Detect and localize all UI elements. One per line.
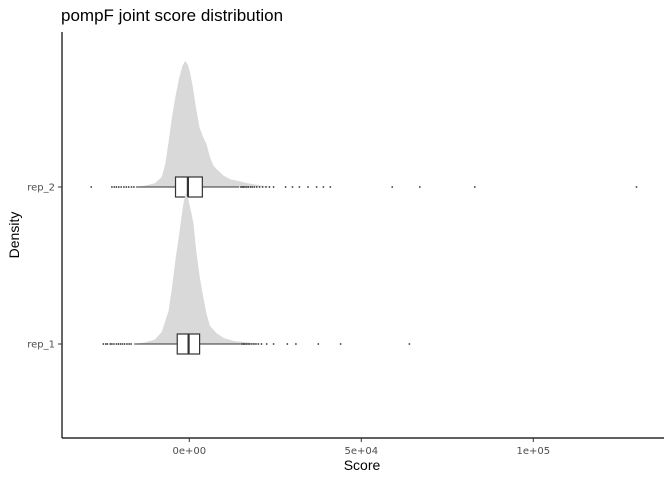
outlier-point	[245, 186, 248, 188]
outlier-point	[249, 186, 252, 188]
x-axis-ticks: 0e+00 5e+04 1e+05	[172, 438, 550, 457]
outlier-point	[127, 186, 130, 188]
outlier-point	[408, 343, 411, 345]
outlier-point	[120, 186, 123, 188]
outlier-point	[473, 186, 476, 188]
outlier-point	[117, 186, 120, 188]
outlier-point	[251, 186, 254, 188]
outlier-point	[247, 343, 250, 345]
outlier-point	[240, 186, 242, 188]
outlier-point	[123, 343, 126, 345]
x-tick-label: 0e+00	[172, 446, 206, 457]
outlier-point	[248, 343, 251, 345]
outlier-point	[307, 186, 309, 188]
outlier-point	[90, 186, 93, 188]
outlier-point	[126, 343, 128, 345]
outlier-point	[291, 186, 294, 188]
density-ridge	[134, 193, 262, 344]
y-tick-label: rep_2	[27, 183, 55, 194]
outlier-point	[255, 343, 257, 345]
outlier-point	[315, 186, 318, 188]
outlier-point	[418, 186, 421, 188]
y-axis-ticks: rep_1 rep_2	[27, 183, 62, 351]
outlier-point	[286, 343, 289, 345]
outlier-point	[104, 343, 107, 345]
outlier-point	[130, 186, 133, 188]
outlier-point	[253, 186, 256, 188]
outlier-point	[261, 186, 264, 188]
outlier-point	[115, 186, 118, 188]
plot-area	[90, 61, 638, 355]
outlier-point	[265, 343, 268, 345]
outlier-point	[133, 186, 135, 188]
outlier-point	[272, 186, 275, 188]
outlier-point	[109, 343, 112, 345]
outlier-point	[298, 186, 301, 188]
y-axis-title: Density	[6, 212, 22, 259]
outlier-point	[295, 343, 297, 345]
outlier-point	[243, 343, 246, 345]
outlier-point	[284, 186, 287, 188]
series-rep_1	[102, 193, 411, 355]
outlier-point	[265, 186, 267, 188]
outlier-point	[255, 186, 258, 188]
outlier-point	[106, 343, 109, 345]
y-tick-label: rep_1	[27, 340, 55, 351]
outlier-point	[117, 343, 120, 345]
outlier-point	[251, 343, 253, 345]
outlier-point	[125, 186, 128, 188]
outlier-point	[391, 186, 394, 188]
outlier-point	[113, 343, 115, 345]
outlier-point	[128, 343, 131, 345]
chart-title: pompF joint score distribution	[61, 6, 283, 25]
outlier-point	[123, 186, 125, 188]
x-axis-title: Score	[344, 457, 381, 473]
outlier-point	[130, 343, 133, 345]
outlier-point	[245, 343, 248, 345]
outlier-point	[121, 343, 124, 345]
outlier-point	[272, 343, 275, 345]
outlier-point	[119, 343, 122, 345]
outlier-point	[111, 343, 113, 345]
outlier-point	[247, 186, 250, 188]
outlier-point	[241, 343, 243, 345]
outlier-point	[317, 343, 320, 345]
outlier-point	[253, 343, 255, 345]
outlier-point	[329, 186, 332, 188]
outlier-point	[322, 186, 325, 188]
outlier-point	[115, 343, 118, 345]
outlier-point	[244, 186, 246, 188]
x-tick-label: 1e+05	[516, 446, 550, 457]
outlier-point	[242, 343, 245, 345]
series-rep_2	[90, 61, 638, 198]
density-ridge	[134, 61, 276, 187]
outlier-point	[635, 186, 638, 188]
outlier-point	[111, 186, 113, 188]
outlier-point	[242, 186, 245, 188]
outlier-point	[339, 343, 342, 345]
outlier-point	[260, 343, 263, 345]
outlier-point	[113, 186, 116, 188]
outlier-point	[257, 343, 260, 345]
x-tick-label: 5e+04	[344, 446, 378, 457]
outlier-point	[268, 186, 271, 188]
outlier-point	[102, 343, 105, 345]
outlier-point	[241, 186, 244, 188]
outlier-point	[258, 186, 261, 188]
